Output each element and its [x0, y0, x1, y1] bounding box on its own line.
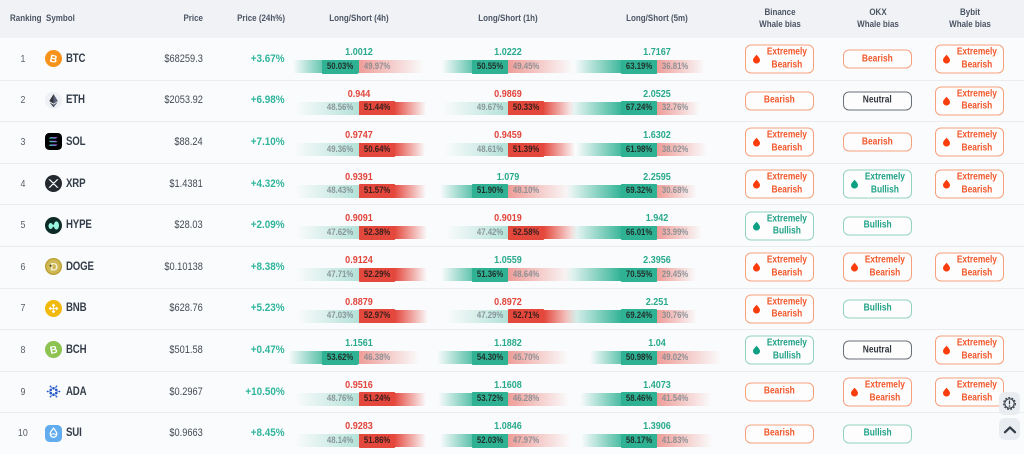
svg-text:B: B [49, 344, 59, 357]
svg-text:D: D [50, 262, 58, 274]
svg-text:B: B [48, 53, 58, 66]
